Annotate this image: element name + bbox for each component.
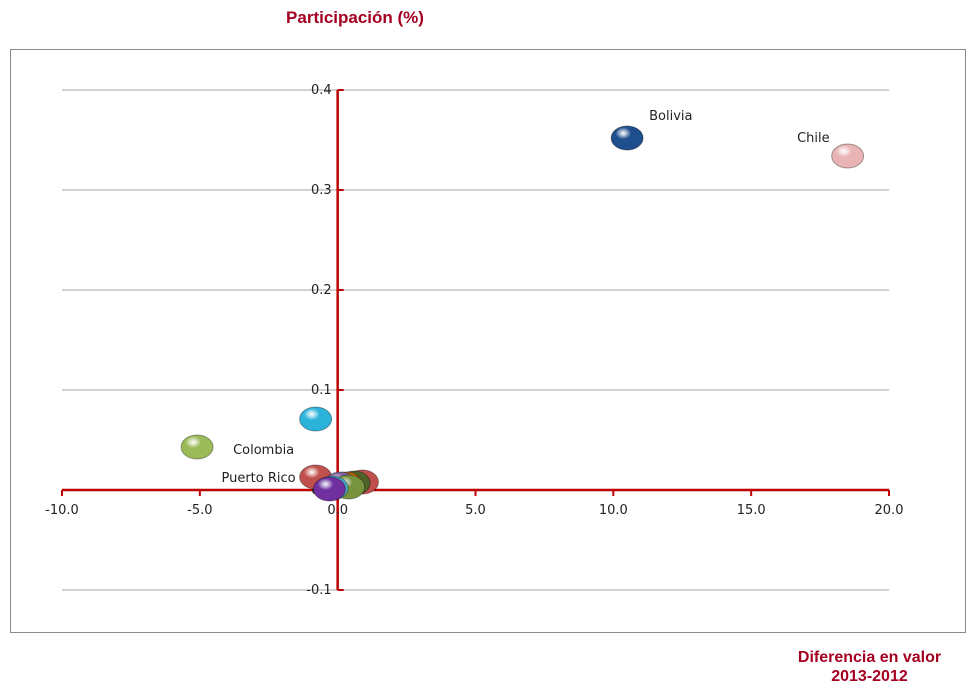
- x-tick-label: -10.0: [45, 503, 79, 518]
- point-label: Puerto Rico: [221, 471, 295, 486]
- x-tick-label: 0.0: [327, 503, 348, 518]
- y-tick-label: -0.1: [306, 583, 331, 598]
- x-tick-label: 20.0: [875, 503, 904, 518]
- plot-area-frame: [10, 49, 966, 633]
- grid-lines: [62, 89, 889, 591]
- y-tick-label: 0.2: [311, 283, 332, 298]
- x-tick-label: -5.0: [187, 503, 212, 518]
- y-tick-label: 0.3: [311, 183, 332, 198]
- x-axis-label-line-2: 2013-2012: [831, 668, 908, 685]
- data-point: [180, 434, 214, 460]
- x-tick-label: 15.0: [737, 503, 766, 518]
- x-axis-label: Diferencia en valor 2013-2012: [760, 648, 979, 686]
- point-label: Chile: [797, 131, 830, 146]
- chart-title: Participación (%): [286, 8, 424, 27]
- axes: [61, 89, 890, 591]
- data-point: [299, 406, 333, 432]
- point-labels: Bolivia Chile Colombia Puerto Rico: [221, 109, 829, 486]
- point-label: Colombia: [233, 443, 294, 458]
- y-tick-label: 0.4: [311, 83, 332, 98]
- data-point: [610, 125, 644, 151]
- x-axis-label-line-1: Diferencia en valor: [797, 649, 942, 666]
- data-point: [831, 143, 865, 169]
- x-tick-label: 10.0: [599, 503, 628, 518]
- data-points: [180, 125, 865, 502]
- data-point: [312, 476, 346, 502]
- point-label: Bolivia: [649, 109, 692, 124]
- y-tick-label: 0.1: [311, 383, 332, 398]
- x-tick-label: 5.0: [465, 503, 486, 518]
- tick-labels: -0.10.00.10.20.30.4-10.0-5.00.05.010.015…: [45, 83, 903, 598]
